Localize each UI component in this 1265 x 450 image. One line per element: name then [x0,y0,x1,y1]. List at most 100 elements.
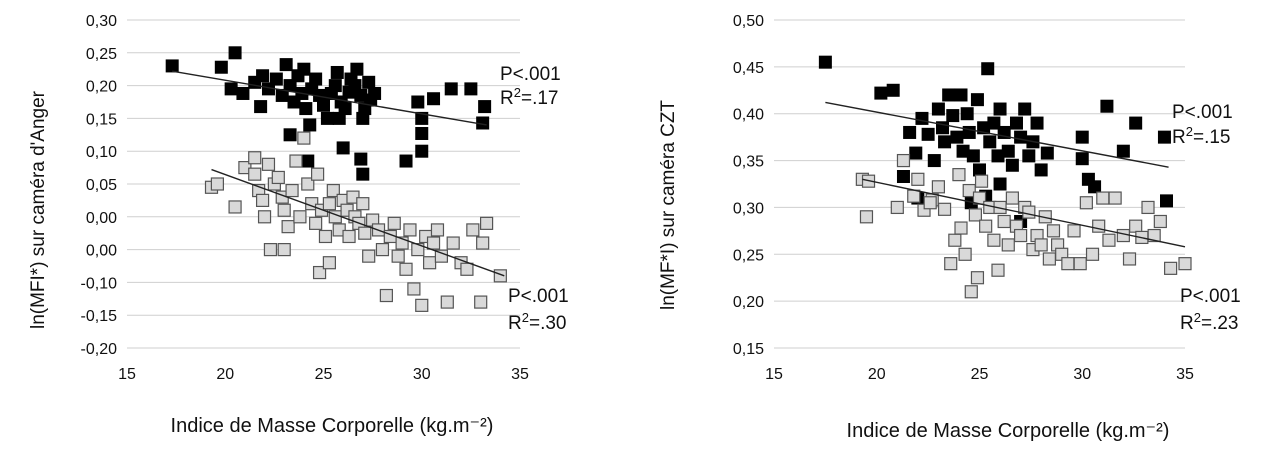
y-tick-label: 0,50 [733,13,764,30]
data-point-black [1005,158,1019,172]
data-point-gray [460,262,474,276]
chart-left-trendlines [172,70,505,277]
data-point-gray [446,236,460,250]
data-point-gray [440,295,454,309]
data-point-gray [1034,238,1048,252]
data-point-black [256,69,270,83]
data-point-gray [311,167,325,181]
y-tick-label: 0,30 [86,13,117,30]
data-point-black [354,152,368,166]
data-point-gray [937,202,952,216]
data-point-gray [991,263,1005,277]
data-point-gray [1122,252,1137,266]
r-squared-label: R2=.30 [508,310,566,334]
y-tick-label: 0,10 [86,144,117,161]
data-point-gray [356,197,370,211]
chart-right-trendlines [825,101,1186,248]
data-point-black [950,130,964,144]
data-point-gray [474,295,488,309]
data-point-gray [271,170,285,185]
data-point-black [960,107,974,121]
y-tick-label: 0,15 [733,341,764,358]
data-point-gray [289,154,303,168]
data-point-gray [859,210,874,224]
data-point-gray [1141,200,1155,215]
data-point-gray [257,210,272,224]
data-point-black [1001,144,1015,158]
data-point-gray [979,219,993,233]
data-point-black [903,125,917,139]
data-point-gray [987,233,1001,247]
data-point-gray [379,288,393,303]
trendline [862,178,1186,248]
data-point-gray [1129,219,1143,233]
chart-left-x-axis-title: Indice de Masse Corporelle (kg.m⁻²) [171,415,494,437]
data-point-black [309,72,323,86]
data-point-gray [255,193,270,207]
data-point-gray [907,189,921,203]
data-point-black [1009,116,1023,130]
x-tick-label: 15 [765,366,783,383]
chart-right-gridlines [774,19,1185,349]
data-point-gray [1164,261,1178,275]
data-point-gray [358,226,372,240]
data-point-gray [466,223,480,237]
data-point-gray [285,183,299,198]
data-point-black [1100,99,1114,113]
data-point-gray [407,282,421,296]
data-point-gray [1042,252,1056,266]
data-point-black [362,75,376,89]
data-point-gray [1096,191,1110,205]
data-point-black [983,135,997,149]
data-point-black [399,154,413,168]
data-point-black [464,82,478,96]
data-point-gray [968,208,982,222]
x-tick-label: 25 [971,366,989,383]
data-point-gray [954,221,968,235]
data-point-gray [281,220,295,234]
data-point-black [415,111,429,125]
data-point-gray [948,233,962,247]
data-point-gray [293,210,307,224]
y-tick-label: 0,30 [733,200,764,217]
data-point-black [1116,144,1130,158]
data-point-gray [415,298,429,312]
data-point-black [1030,116,1044,130]
y-tick-label: 0,20 [733,294,764,311]
chart-left-y-axis-title: ln(MFI*) sur caméra d'Anger [28,90,49,329]
data-point-gray [1116,228,1130,243]
y-tick-label: 0,15 [86,111,117,128]
data-point-gray [896,153,911,168]
x-tick-label: 15 [118,366,136,383]
chart-left: -0,20 -0,15 -0,10 0,00 0,00 0,05 0,10 0,15 0,20 0… [28,13,569,437]
p-value-label: P<.001 [508,286,569,307]
data-point-gray [228,200,242,214]
data-point-gray [890,200,904,215]
data-point-gray [911,172,925,186]
p-value-label: P<.001 [1172,102,1233,123]
data-point-gray [261,157,276,171]
data-point-black [299,102,313,116]
data-point-gray [1001,238,1015,252]
data-point-gray [1061,257,1075,271]
data-point-black [317,98,330,112]
y-tick-label: 0,25 [86,46,117,63]
data-point-black [1088,180,1102,194]
data-point-black [320,111,334,125]
x-tick-label: 25 [315,366,333,383]
data-point-black [444,82,458,96]
p-value-label: P<.001 [500,64,561,85]
data-point-black [427,92,441,106]
data-point-gray [1022,205,1036,219]
data-point-gray [326,183,340,198]
y-tick-label: 0,00 [86,243,117,260]
chart-right-x-axis-title: Indice de Masse Corporelle (kg.m⁻²) [847,420,1170,442]
data-point-black [269,72,283,86]
data-point-gray [1092,219,1106,233]
data-point-gray [210,177,224,191]
data-point-black [946,109,960,123]
data-point-black [818,55,832,69]
data-point-gray [426,236,441,250]
data-point-gray [923,196,937,210]
